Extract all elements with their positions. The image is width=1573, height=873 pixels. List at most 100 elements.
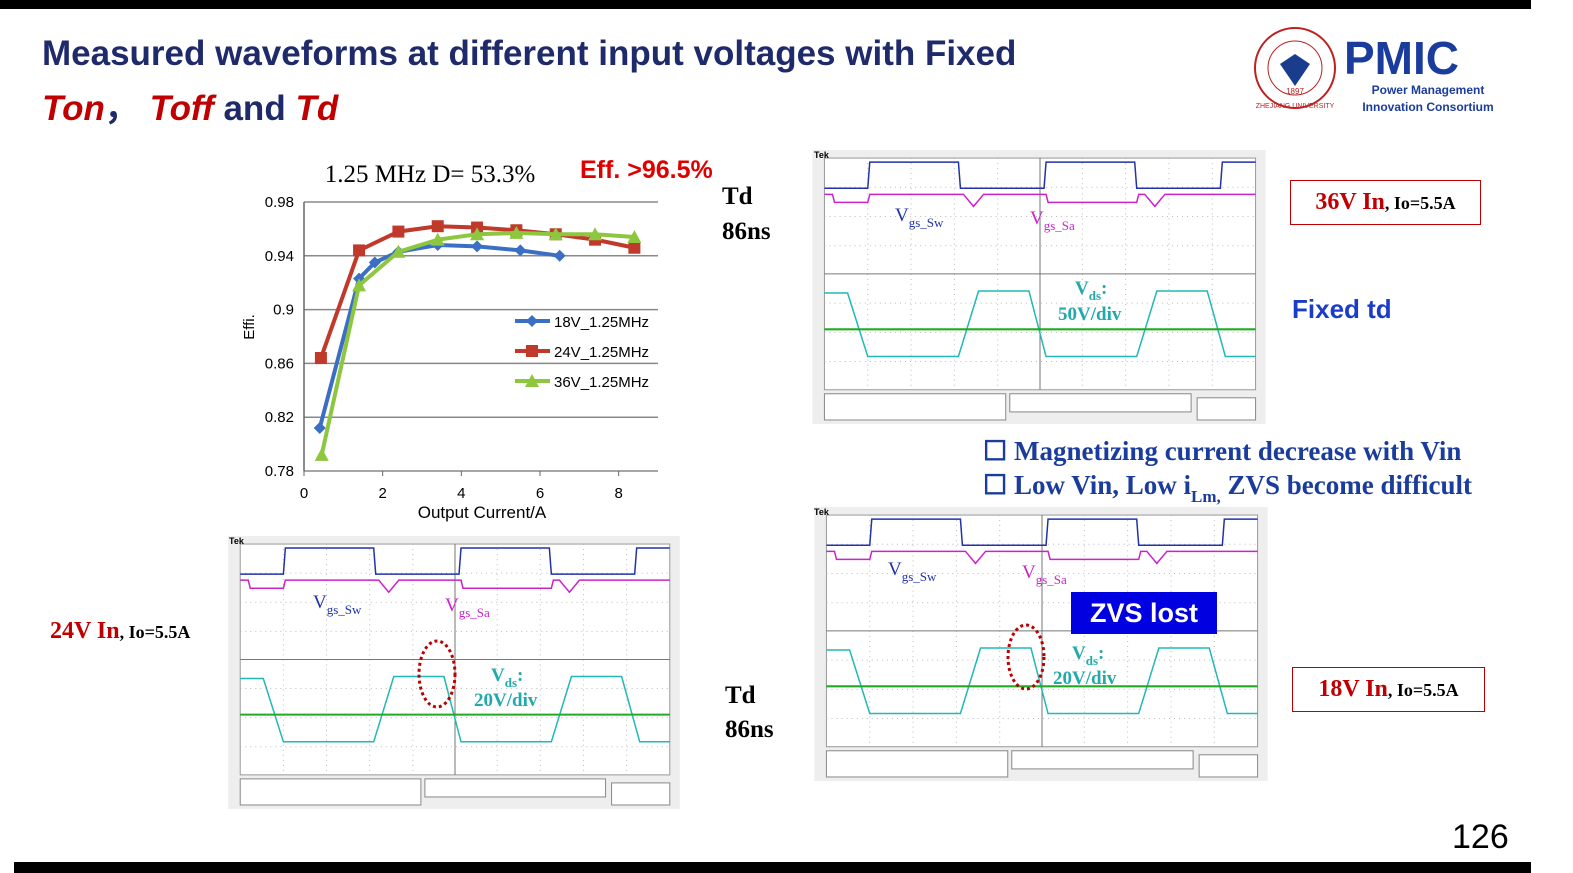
x-tick-label: 4	[457, 485, 465, 502]
seal-inner	[1267, 40, 1323, 96]
colon: :	[517, 665, 524, 686]
scope-brand: Tek	[814, 150, 830, 160]
sub: gs_Sw	[901, 569, 937, 584]
vds-scale: 20V/div	[474, 690, 538, 711]
legend-label: 18V_1.25MHz	[554, 314, 649, 331]
sub: gs_Sa	[1035, 572, 1067, 587]
vds-label: Vds:	[1072, 643, 1104, 669]
seal-year: 1897	[1286, 87, 1304, 96]
vgs-sa-label: Vgs_Sa	[1030, 208, 1075, 234]
logo-text: PMIC	[1344, 32, 1459, 84]
marker	[391, 244, 406, 258]
td-value: 86ns	[722, 218, 771, 245]
v: V	[1075, 278, 1089, 299]
load: , Io=5.5A	[119, 622, 191, 642]
marker	[514, 244, 527, 257]
td-label: Td	[725, 682, 756, 709]
logo-line2: Innovation Consortium	[1362, 100, 1493, 114]
sub: gs_Sa	[1043, 218, 1075, 233]
v: V	[491, 665, 505, 686]
legend-label: 36V_1.25MHz	[554, 374, 649, 391]
marker	[353, 244, 366, 257]
x-tick-label: 8	[614, 485, 622, 502]
marker	[431, 220, 444, 233]
marker	[471, 240, 484, 253]
marker	[313, 421, 326, 434]
marker	[430, 232, 445, 246]
marker	[548, 227, 563, 241]
highlight	[1006, 623, 1046, 691]
scope-36v: Tek	[812, 150, 1266, 424]
sub: gs_Sw	[908, 215, 944, 230]
marker	[628, 241, 641, 254]
title-line1: Measured waveforms at different input vo…	[42, 34, 1017, 73]
marker	[553, 249, 566, 262]
y-axis-label: Effi.	[241, 314, 258, 340]
td: Td	[295, 89, 339, 128]
vgs-sa-label: Vgs_Sa	[445, 595, 490, 621]
v: V	[1022, 562, 1036, 583]
marker	[314, 447, 329, 461]
vgs-sw-label: Vgs_Sw	[888, 559, 936, 585]
scope-24v: Tek	[227, 536, 681, 809]
marker	[525, 374, 539, 387]
title-line2: Ton， Toff and Td	[42, 80, 338, 131]
marker	[314, 352, 327, 365]
sub: gs_Sa	[458, 605, 490, 620]
seal	[1254, 27, 1336, 109]
x-tick-label: 0	[300, 485, 308, 502]
vgs-sa-label: Vgs_Sa	[1022, 562, 1067, 588]
x-tick-label: 6	[536, 485, 544, 502]
sep: ，	[104, 89, 140, 128]
chart-title: 1.25 MHz D= 53.3%	[325, 161, 536, 188]
input: 36V In	[1315, 189, 1385, 215]
td-label: Td	[722, 183, 753, 210]
input: 24V In	[50, 618, 120, 644]
seal-emblem	[1280, 54, 1310, 86]
y-tick-label: 0.94	[265, 248, 294, 265]
v: V	[1072, 643, 1086, 664]
bullet: ☐ Low Vin, Low iLm, ZVS become difficult	[983, 470, 1472, 506]
y-tick-label: 0.82	[265, 409, 294, 426]
marker	[368, 256, 381, 269]
v: V	[313, 592, 327, 613]
scope-18v: Tek	[813, 507, 1269, 781]
logo-line1: Power Management	[1372, 83, 1485, 97]
scope-brand: Tek	[229, 536, 245, 546]
top-bar	[0, 0, 1531, 9]
sub: ds	[1085, 653, 1099, 668]
highlight	[417, 639, 457, 709]
v: V	[888, 559, 902, 580]
sub: ds	[504, 675, 518, 690]
y-tick-label: 0.78	[265, 463, 294, 480]
fixed-td: Fixed td	[1292, 294, 1392, 324]
load: , Io=5.5A	[1387, 680, 1459, 700]
efficiency-chart: 1.25 MHz D= 53.3% Eff. >96.5% Output Cur…	[241, 156, 713, 522]
marker	[392, 225, 405, 238]
bullet-text: Magnetizing current decrease with Vin	[1013, 436, 1462, 466]
series-line	[317, 243, 560, 429]
marker	[509, 225, 524, 239]
and: and	[223, 89, 286, 128]
vds-scale: 20V/div	[1053, 668, 1117, 689]
v: V	[895, 205, 909, 226]
logo: 1897 ZHEJIANG UNIVERSITY PMIC Power Mana…	[1254, 27, 1494, 114]
sub: ds	[1088, 288, 1102, 303]
page-number: 126	[1452, 818, 1509, 856]
marker	[352, 278, 367, 292]
vds-scale: 50V/div	[1058, 304, 1122, 325]
legend-label: 24V_1.25MHz	[554, 344, 649, 361]
input: 18V In	[1318, 676, 1388, 702]
ton: Ton	[42, 89, 105, 128]
bullet-post: ZVS become difficult	[1220, 470, 1472, 500]
td-value: 86ns	[725, 716, 774, 743]
load: , Io=5.5A	[1384, 193, 1456, 213]
seal-text: ZHEJIANG UNIVERSITY	[1256, 103, 1335, 110]
label-box: 36V In, Io=5.5A	[1290, 180, 1481, 225]
toff: Toff	[149, 89, 214, 128]
x-axis-label: Output Current/A	[418, 503, 547, 522]
vds-label: Vds:	[1075, 278, 1107, 304]
label-box: 18V In, Io=5.5A	[1292, 667, 1485, 712]
v: V	[1030, 208, 1044, 229]
marker	[470, 227, 485, 241]
